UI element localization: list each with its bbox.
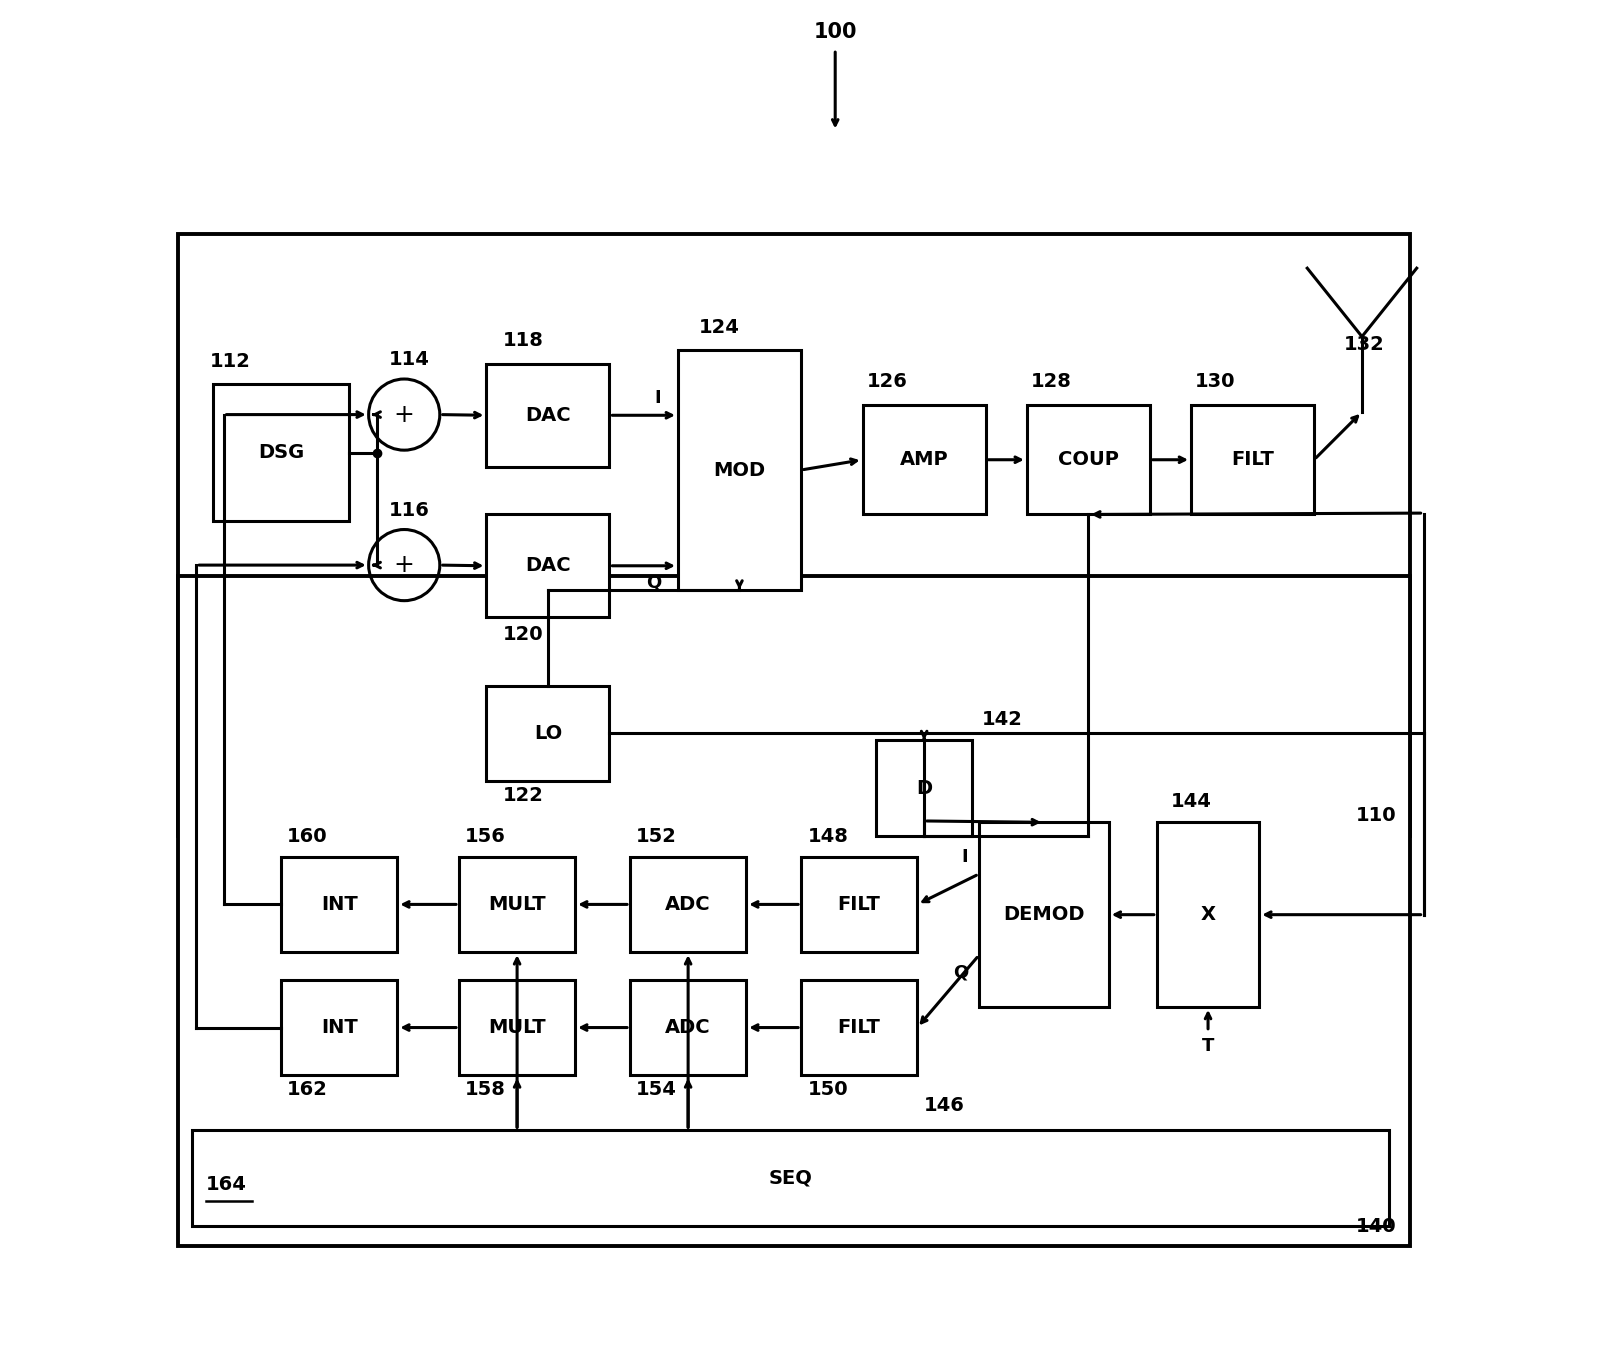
Text: D: D [916,779,932,798]
FancyBboxPatch shape [1027,404,1150,514]
Text: 116: 116 [389,500,429,520]
Text: 146: 146 [924,1095,964,1115]
FancyBboxPatch shape [192,1130,1389,1226]
Text: INT: INT [320,1019,357,1036]
FancyBboxPatch shape [487,514,609,617]
FancyBboxPatch shape [630,980,747,1075]
Text: I: I [655,389,662,407]
Text: 112: 112 [210,352,252,370]
Text: AMP: AMP [900,450,948,469]
FancyBboxPatch shape [876,740,972,836]
Text: DEMOD: DEMOD [1003,905,1085,924]
Text: INT: INT [320,895,357,914]
Text: ADC: ADC [665,895,711,914]
Text: 144: 144 [1171,792,1211,812]
Text: 114: 114 [389,351,429,369]
Text: DSG: DSG [258,443,304,462]
Text: Q: Q [953,964,968,982]
Text: COUP: COUP [1057,450,1118,469]
FancyBboxPatch shape [213,384,349,521]
Text: 120: 120 [503,625,543,644]
FancyBboxPatch shape [458,980,575,1075]
Text: FILT: FILT [838,1019,881,1036]
Text: MOD: MOD [713,461,766,480]
FancyBboxPatch shape [458,857,575,953]
Text: DAC: DAC [525,557,570,576]
FancyBboxPatch shape [862,404,985,514]
Text: T: T [1202,1036,1214,1056]
Text: 160: 160 [287,827,327,846]
Text: 162: 162 [287,1080,327,1098]
Text: X: X [1200,905,1216,924]
Text: MULT: MULT [489,1019,546,1036]
Text: 126: 126 [867,373,908,391]
FancyBboxPatch shape [630,857,747,953]
Text: 128: 128 [1030,373,1072,391]
Text: 132: 132 [1344,336,1386,354]
Text: 124: 124 [698,318,739,337]
Text: 164: 164 [205,1175,247,1194]
Text: 110: 110 [1355,806,1397,825]
Text: 158: 158 [465,1080,505,1098]
Text: FILT: FILT [838,895,881,914]
Text: +: + [394,553,415,577]
Text: 140: 140 [1355,1216,1397,1235]
Text: MULT: MULT [489,895,546,914]
Text: +: + [394,403,415,426]
Text: 154: 154 [636,1080,676,1098]
Text: LO: LO [533,724,562,743]
Text: 150: 150 [807,1080,849,1098]
FancyBboxPatch shape [280,857,397,953]
Text: SEQ: SEQ [769,1168,812,1187]
FancyBboxPatch shape [678,350,801,590]
Text: Q: Q [646,574,662,592]
Text: I: I [961,847,968,866]
FancyBboxPatch shape [979,823,1109,1008]
Text: 142: 142 [982,710,1022,729]
Text: 100: 100 [814,22,857,43]
FancyBboxPatch shape [801,980,918,1075]
FancyBboxPatch shape [1190,404,1314,514]
FancyBboxPatch shape [178,234,1410,836]
FancyBboxPatch shape [487,363,609,466]
Text: 152: 152 [636,827,676,846]
Text: 122: 122 [503,786,543,805]
Text: 148: 148 [807,827,849,846]
Text: 156: 156 [465,827,505,846]
FancyBboxPatch shape [801,857,918,953]
Text: FILT: FILT [1230,450,1274,469]
FancyBboxPatch shape [487,686,609,781]
FancyBboxPatch shape [280,980,397,1075]
Text: DAC: DAC [525,406,570,425]
FancyBboxPatch shape [178,576,1410,1246]
Text: ADC: ADC [665,1019,711,1036]
Text: 130: 130 [1195,373,1235,391]
FancyBboxPatch shape [1157,823,1259,1008]
Text: 118: 118 [503,332,543,350]
